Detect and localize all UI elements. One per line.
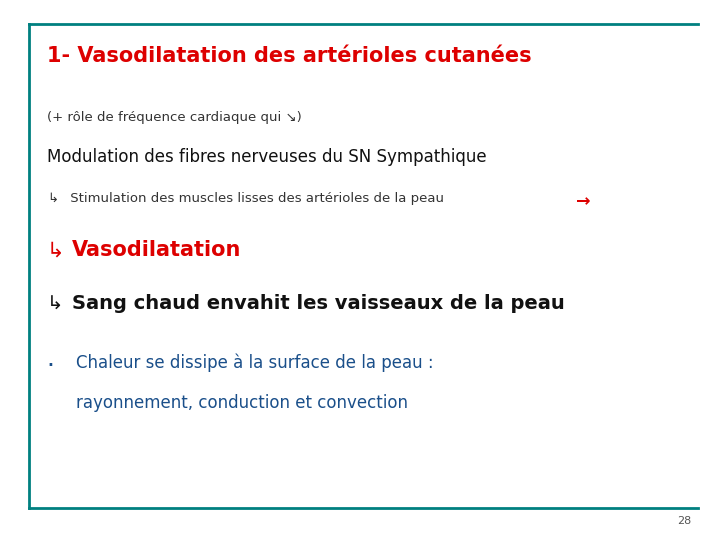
Text: ·: · [47, 354, 55, 377]
Text: ↳: ↳ [47, 294, 63, 313]
Text: ↳: ↳ [47, 192, 58, 205]
Text: Chaleur se dissipe à la surface de la peau :: Chaleur se dissipe à la surface de la pe… [76, 354, 433, 372]
Text: 28: 28 [677, 516, 691, 526]
Text: (+ rôle de fréquence cardiaque qui ↘): (+ rôle de fréquence cardiaque qui ↘) [47, 111, 302, 124]
Text: ↳: ↳ [47, 240, 64, 260]
Text: →: → [576, 192, 590, 210]
Text: Modulation des fibres nerveuses du SN Sympathique: Modulation des fibres nerveuses du SN Sy… [47, 148, 487, 166]
Text: Vasodilatation: Vasodilatation [72, 240, 241, 260]
Text: 1- Vasodilatation des artérioles cutanées: 1- Vasodilatation des artérioles cutanée… [47, 46, 531, 66]
Text: Stimulation des muscles lisses des artérioles de la peau: Stimulation des muscles lisses des artér… [66, 192, 449, 205]
Text: Sang chaud envahit les vaisseaux de la peau: Sang chaud envahit les vaisseaux de la p… [72, 294, 564, 313]
Text: rayonnement, conduction et convection: rayonnement, conduction et convection [76, 394, 408, 412]
